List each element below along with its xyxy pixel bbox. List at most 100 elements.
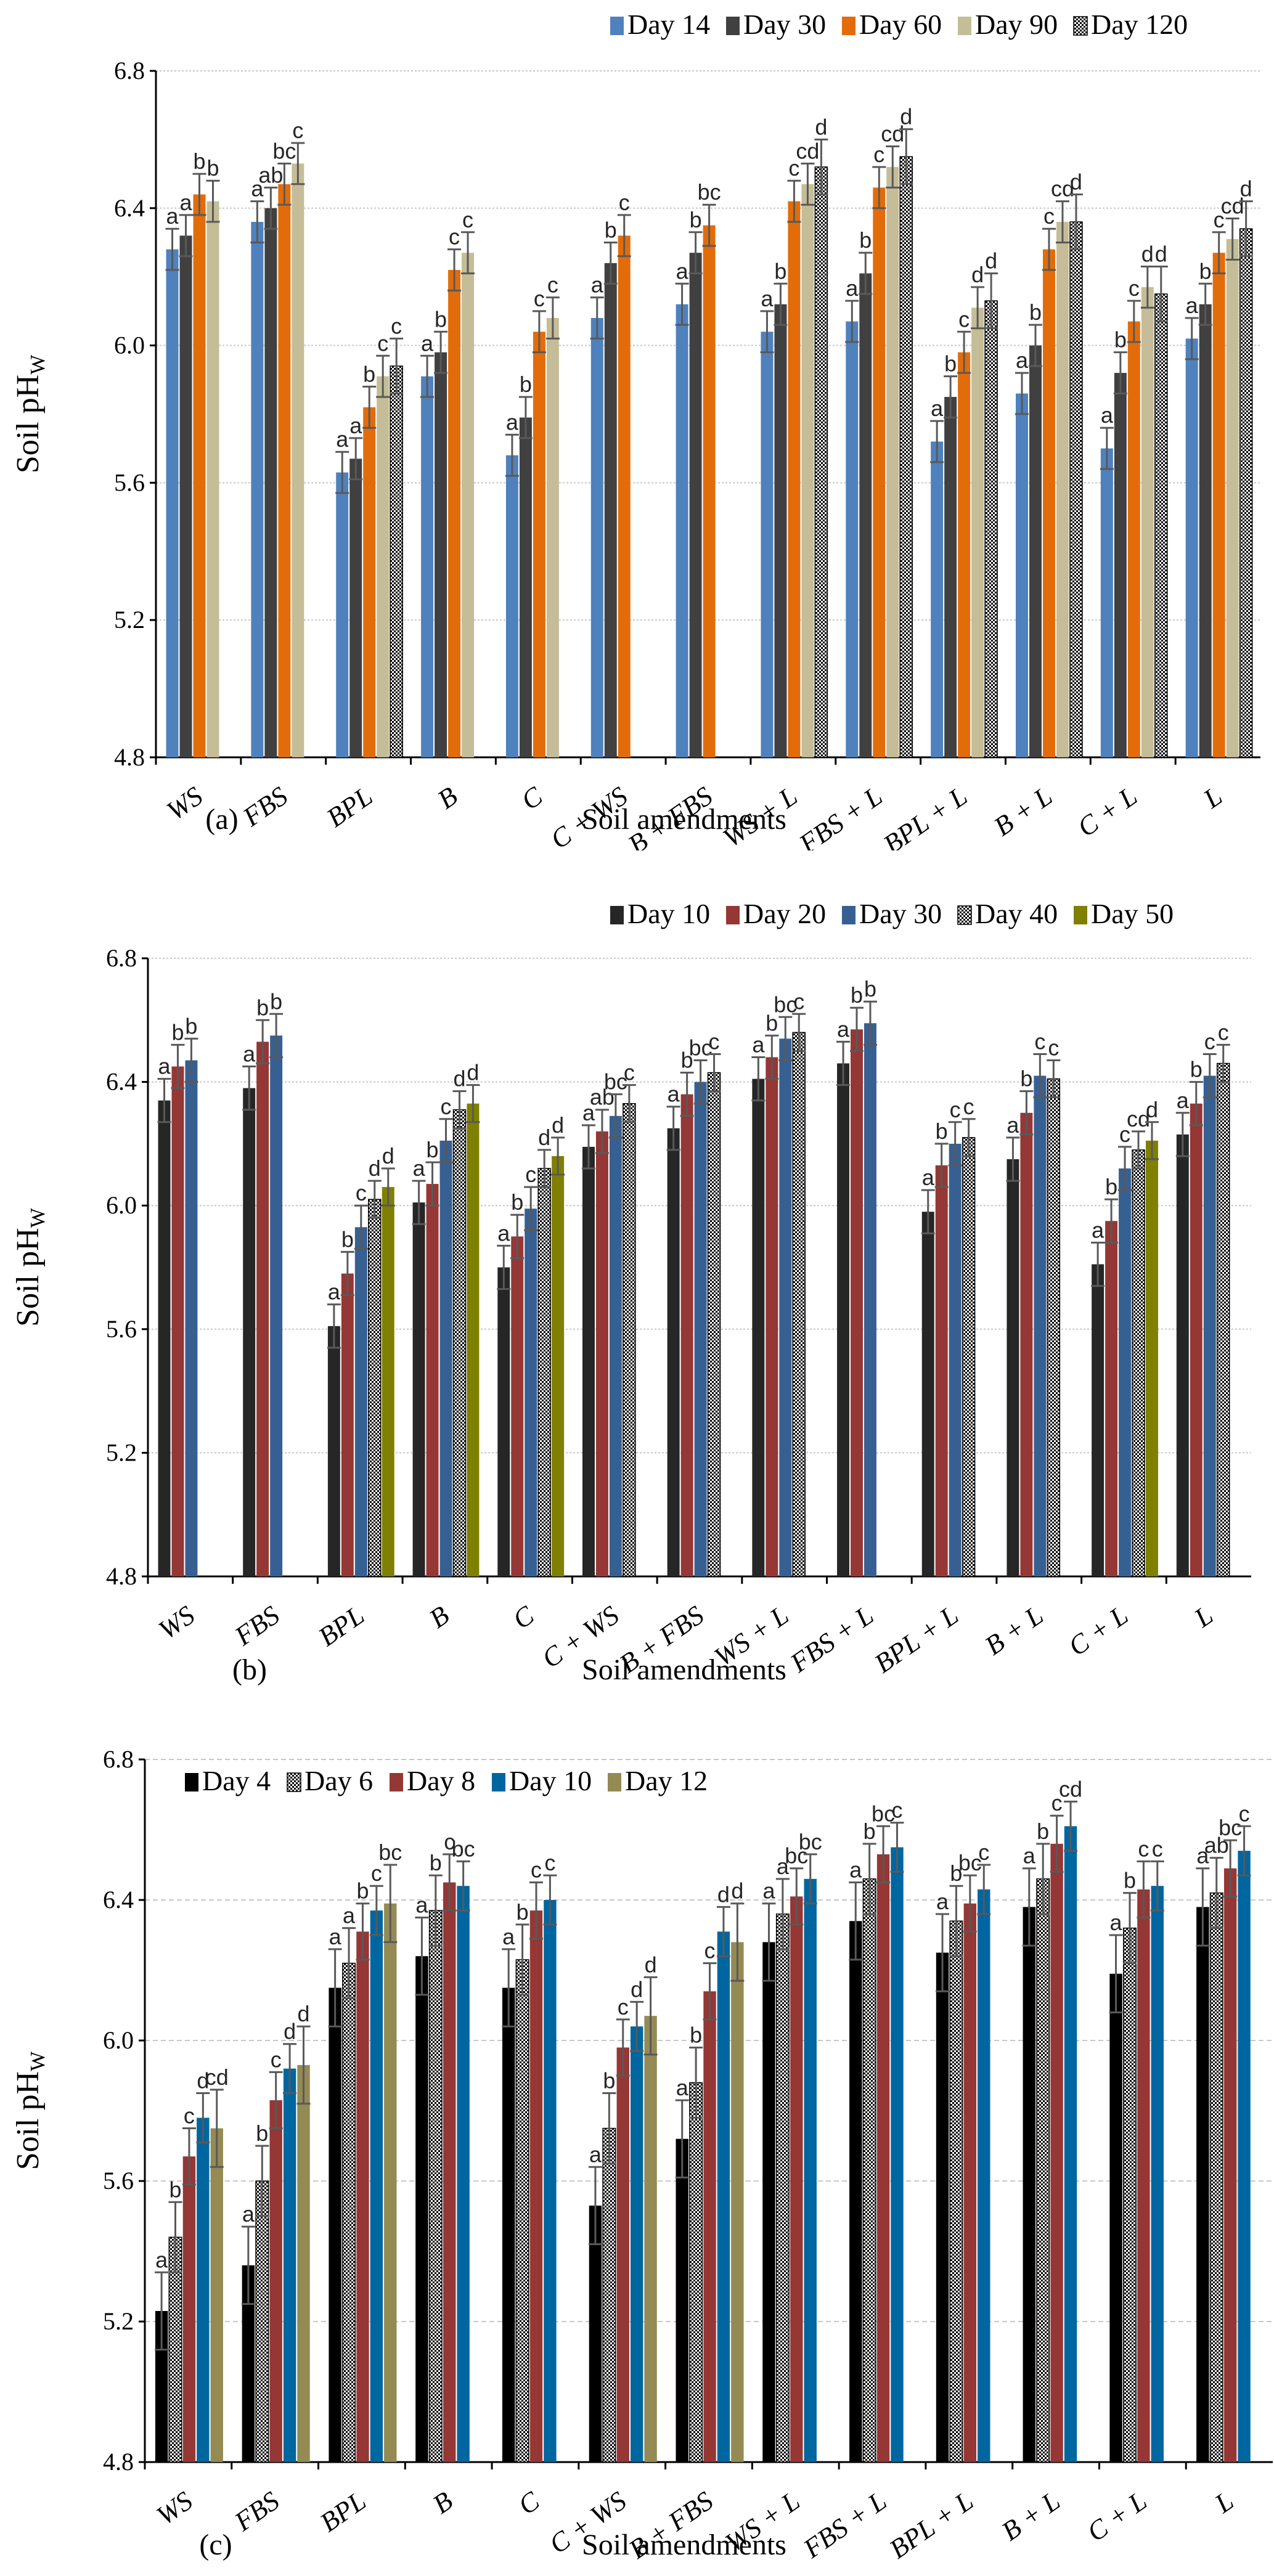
- bar: [936, 1952, 949, 2463]
- significance-letter: a: [922, 1165, 935, 1190]
- bar: [529, 1910, 543, 2463]
- x-tick-label: BPL: [321, 781, 378, 833]
- legend-label: Day 14: [627, 9, 710, 40]
- significance-letter: a: [1110, 1910, 1123, 1935]
- significance-letter: c: [441, 1094, 452, 1119]
- significance-letter: a: [1092, 1217, 1105, 1242]
- bar: [851, 1029, 863, 1577]
- bar: [790, 1896, 803, 2463]
- bar: [667, 1128, 680, 1577]
- bar: [1069, 221, 1083, 758]
- bar: [415, 1956, 428, 2463]
- legend-label: Day 90: [975, 9, 1058, 40]
- legend-label: Day 6: [304, 1765, 373, 1796]
- significance-letter: b: [169, 2177, 181, 2202]
- significance-letter: a: [329, 1924, 342, 1949]
- bar: [1216, 1062, 1230, 1577]
- bar: [336, 472, 349, 757]
- bar: [1132, 1149, 1145, 1577]
- bar: [363, 407, 376, 757]
- significance-letter: bc: [378, 1840, 402, 1865]
- significance-letter: c: [618, 1994, 629, 2020]
- bar: [1127, 321, 1140, 757]
- significance-letter: a: [1196, 1843, 1209, 1869]
- significance-letter: a: [242, 2201, 255, 2227]
- significance-letter: c: [891, 1798, 902, 1823]
- bar: [412, 1202, 425, 1577]
- bar: [1190, 1103, 1203, 1577]
- bar: [630, 2026, 643, 2463]
- x-tick-label: FBS + L: [785, 1600, 879, 1679]
- significance-letter: b: [256, 995, 269, 1020]
- significance-letter: c: [356, 1180, 367, 1205]
- significance-letter: d: [467, 1060, 479, 1085]
- x-tick-label: WS: [161, 781, 208, 826]
- significance-letter: c: [950, 1097, 961, 1122]
- legend-swatch: [610, 17, 624, 35]
- significance-letter: a: [336, 426, 349, 452]
- x-tick-label: B: [424, 1600, 455, 1634]
- x-tick-label: FBS: [237, 781, 293, 833]
- bar: [537, 1168, 551, 1577]
- bar: [354, 1227, 367, 1577]
- bar: [873, 187, 886, 757]
- significance-letter: c: [1051, 1790, 1063, 1816]
- y-axis-label: Soil pHW: [10, 354, 49, 473]
- bar: [283, 2068, 296, 2463]
- y-axis-label: Soil pHW: [10, 2051, 49, 2170]
- bar: [899, 156, 913, 758]
- x-tick-label: FBS + L: [793, 781, 888, 850]
- significance-letter: ab: [590, 1085, 615, 1110]
- significance-letter: a: [1023, 1843, 1036, 1869]
- significance-letter: b: [690, 207, 702, 232]
- significance-letter: b: [859, 227, 872, 253]
- legend-swatch: [958, 17, 971, 35]
- y-axis-label-subscript: W: [27, 354, 49, 375]
- bar: [971, 308, 984, 757]
- significance-letter: b: [690, 2022, 702, 2047]
- bar: [377, 376, 390, 757]
- x-tick-label: C: [516, 781, 549, 816]
- significance-letter: b: [427, 1137, 439, 1162]
- bar: [421, 376, 434, 757]
- x-tick-label: B: [432, 781, 463, 815]
- legend-swatch: [287, 1772, 301, 1792]
- bar: [1016, 393, 1028, 757]
- significance-letter: a: [591, 272, 604, 298]
- significance-letter: cd: [881, 121, 904, 147]
- legend-swatch: [842, 17, 855, 35]
- significance-letter: c: [1034, 1029, 1045, 1054]
- significance-letter: c: [534, 286, 545, 311]
- significance-letter: cd: [1127, 1106, 1150, 1131]
- significance-letter: cd: [1221, 193, 1244, 218]
- significance-letter: c: [704, 1938, 716, 1963]
- bar: [921, 1212, 934, 1577]
- bar: [775, 1914, 790, 2463]
- bar: [717, 1931, 730, 2463]
- x-tick-label: FBS: [229, 1600, 285, 1652]
- significance-letter: b: [1020, 1066, 1032, 1091]
- legend-swatch: [390, 1773, 403, 1791]
- significance-letter: b: [605, 217, 617, 242]
- significance-letter: d: [815, 114, 827, 139]
- significance-letter: b: [1114, 327, 1127, 353]
- bar: [1064, 1826, 1077, 2463]
- x-tick-label: L: [1198, 781, 1228, 815]
- significance-letter: bc: [958, 1850, 982, 1875]
- significance-letter: a: [837, 1016, 850, 1041]
- bar: [1212, 253, 1225, 757]
- bar: [467, 1103, 480, 1577]
- significance-letter: d: [197, 2068, 209, 2093]
- x-tick-label: B + L: [979, 1600, 1049, 1661]
- significance-letter: a: [155, 2247, 168, 2272]
- significance-letter: c: [1119, 1122, 1130, 1147]
- significance-letter: c: [271, 2047, 282, 2072]
- significance-letter: c: [1218, 1019, 1229, 1045]
- bar: [616, 2047, 629, 2463]
- significance-letter: a: [752, 1032, 765, 1057]
- significance-letter: b: [1199, 258, 1212, 283]
- bar: [1056, 222, 1069, 757]
- x-tick-label: L: [1188, 1600, 1219, 1634]
- bar: [546, 317, 559, 757]
- significance-letter: c: [793, 988, 804, 1014]
